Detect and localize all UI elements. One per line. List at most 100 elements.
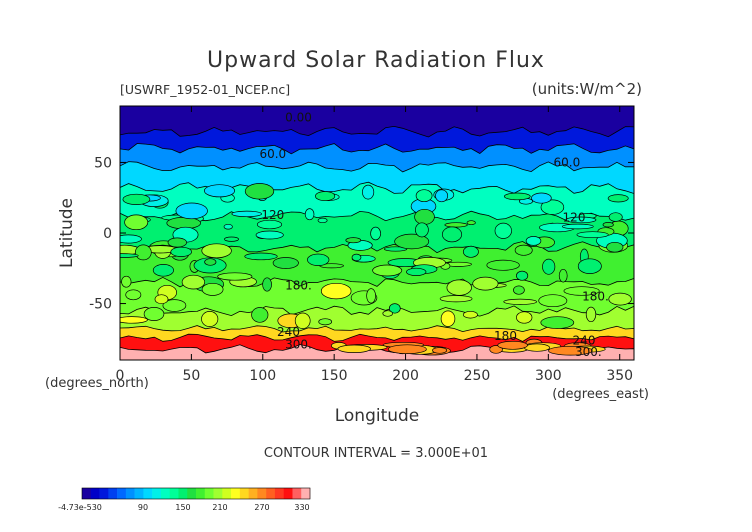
contour-blob: [372, 264, 403, 277]
x-tick-label: 50: [182, 368, 200, 384]
contour-blob: [440, 310, 456, 327]
contour-blob: [181, 274, 206, 290]
contour-blob: [444, 222, 468, 228]
colorbar-label: 270: [254, 503, 269, 512]
contour-value-label: 60.0: [554, 156, 581, 170]
contour-blob: [217, 272, 253, 281]
colorbar-swatch: [160, 488, 170, 499]
contour-blob: [577, 258, 602, 274]
colorbar-swatch: [99, 488, 109, 499]
contour-blob: [531, 192, 552, 204]
colorbar-swatch: [178, 488, 188, 499]
colorbar-label: 150: [175, 503, 190, 512]
contour-blob: [203, 184, 236, 198]
contour-blob: [317, 217, 328, 224]
contour-blob: [167, 237, 187, 248]
contour-blob: [223, 223, 233, 230]
contour-blob: [224, 236, 239, 242]
contour-blob: [462, 310, 478, 319]
contour-blob: [244, 252, 278, 261]
contour-blob: [255, 230, 284, 240]
colorbar-swatch: [187, 488, 197, 499]
colorbar-swatch: [204, 488, 214, 499]
contour-blob: [175, 202, 208, 220]
colorbar-swatch: [222, 488, 232, 499]
x-axis-label: Longitude: [335, 406, 420, 426]
colorbar-swatch: [231, 488, 241, 499]
colorbar-swatch: [117, 488, 127, 499]
contour-blob: [120, 316, 148, 324]
contour-blob: [548, 345, 593, 356]
contour-blob: [542, 258, 556, 275]
contour-value-label: 180.: [582, 290, 609, 304]
y-tick-label: 0: [103, 226, 112, 242]
y-axis-units: (degrees_north): [45, 376, 149, 391]
contour-blob: [121, 275, 132, 288]
contour-blob: [318, 318, 333, 326]
axes: 0 50 100 150 200 250 300 350 50 0 -50 Longitude (deg…: [45, 106, 649, 426]
contour-blob: [494, 222, 512, 239]
colorbar-frame: [81, 487, 311, 500]
contour-blob: [497, 340, 528, 350]
contour-blob: [382, 310, 393, 317]
chart-title: Upward Solar Radiation Flux: [207, 48, 545, 73]
x-tick-label: 300: [535, 368, 562, 384]
x-axis-units: (degrees_east): [552, 387, 649, 402]
contour-blob: [441, 226, 463, 243]
contour-blob: [525, 236, 542, 246]
contour-blob: [294, 312, 311, 329]
colorbar-label: 330: [294, 503, 309, 512]
contour-blob: [201, 311, 219, 327]
source-filename: [USWRF_1952-01_NCEP.nc]: [120, 82, 291, 97]
contour-blob: [608, 212, 623, 222]
contour-value-label: 180: [494, 329, 517, 343]
colorbar-label: 210: [212, 503, 227, 512]
plot-area: [120, 106, 634, 360]
contour-blob: [503, 298, 538, 305]
colorbar-swatch: [239, 488, 249, 499]
contour-blob: [387, 344, 427, 354]
contour-value-label: 300.: [285, 338, 312, 352]
contour-value-label: 180.: [285, 278, 312, 292]
contour-blob: [415, 189, 433, 203]
contour-blob: [272, 257, 299, 269]
contour-blob: [608, 292, 632, 306]
colorbar-swatch: [283, 488, 293, 499]
contour-blob: [204, 258, 217, 266]
contour-value-label: 120: [261, 208, 284, 222]
contour-value-label: 240: [277, 325, 300, 339]
contour-blob: [486, 259, 520, 271]
contour-blob: [231, 210, 262, 218]
contour-blob: [201, 282, 224, 296]
units-label: (units:W/m^2): [531, 80, 642, 98]
x-tick-label: 350: [606, 368, 633, 384]
contour-blob: [540, 316, 575, 329]
colorbar-swatch: [257, 488, 267, 499]
contour-blob: [516, 270, 529, 281]
contour-blob: [414, 208, 435, 225]
colorbar-swatch: [152, 488, 162, 499]
contour-blob: [565, 216, 597, 224]
contour-blob: [558, 268, 568, 283]
contour-blob: [415, 222, 429, 238]
contour-blob: [256, 219, 283, 230]
colorbar-swatch: [248, 488, 258, 499]
contour-blob: [337, 344, 371, 353]
contour-blob: [262, 277, 272, 292]
contour-blob: [513, 285, 525, 295]
contour-value-label: 0.00: [285, 111, 312, 125]
colorbar-swatch: [266, 488, 276, 499]
contour-blob: [602, 222, 614, 228]
colorbar: -4.73e-530 90 150 210 270 330: [58, 487, 311, 512]
y-tick-label: -50: [89, 297, 112, 313]
colorbar-swatch: [108, 488, 118, 499]
contour-blob: [503, 192, 531, 201]
contour-blob: [124, 214, 149, 231]
y-tick-label: 50: [94, 155, 112, 171]
colorbar-swatch: [274, 488, 284, 499]
contour-blob: [315, 191, 336, 202]
contour-blob: [351, 253, 362, 262]
contour-blob: [585, 306, 597, 323]
contour-blob: [152, 264, 174, 277]
